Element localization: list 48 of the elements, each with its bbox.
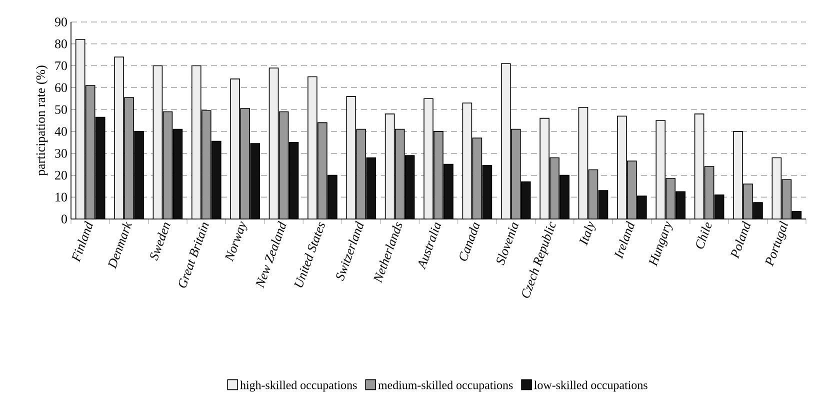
bar [405,156,414,219]
legend-label: low-skilled occupations [534,380,648,392]
bar [482,165,492,219]
bar [772,157,782,219]
bar [694,114,704,219]
bar [472,138,482,219]
bar [153,66,162,219]
y-tick-label: 50 [55,105,67,114]
bar [96,117,105,219]
bar [704,166,714,219]
bar [289,142,298,219]
y-tick-label: 0 [62,214,67,224]
y-tick-label: 10 [56,192,67,202]
x-tick-label: Sweden [150,222,170,261]
x-tick-label: United States [294,222,325,288]
y-tick-label: 80 [55,40,67,48]
bar [395,129,404,219]
x-tick-label: Great Britain [178,222,209,288]
y-axis-title: participation rate (%) [36,66,48,176]
bar [714,194,724,219]
x-tick-label: Italy [579,221,596,246]
bar [588,170,598,219]
y-tick-label: 20 [55,170,67,180]
x-tick-label: Ireland [614,220,635,260]
bar [782,179,792,219]
bar [163,112,172,219]
x-tick-label: Slovenia [496,222,519,266]
y-tick-label: 60 [55,83,67,92]
x-tick-label: New Zealand [256,220,286,288]
y-tick-label: 40 [54,127,67,136]
y-tick-label: 90 [54,18,67,26]
y-tick-label: 70 [55,61,67,70]
bar [279,112,288,219]
bar [269,68,278,219]
bar [76,40,85,219]
x-tick-label: Finland [72,220,94,262]
bar [173,129,182,219]
x-tick-label: Chile [696,222,712,249]
x-tick-label: Poland [730,220,751,260]
legend-label: high-skilled occupations [240,380,357,392]
bar [86,85,95,219]
legend-label: medium-skilled occupations [378,380,513,392]
bar [462,102,472,219]
bar [578,107,588,219]
y-tick-label: 30 [55,148,67,158]
bar [385,114,394,219]
x-tick-label: Canada [460,222,480,261]
bar [598,190,608,219]
